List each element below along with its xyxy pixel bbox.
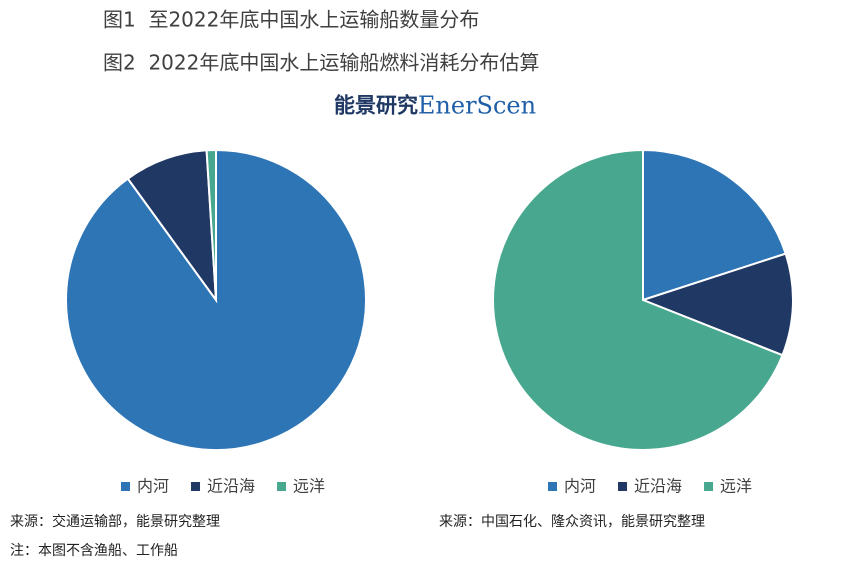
logo-en: EnerScen xyxy=(418,92,536,120)
legend-label: 内河 xyxy=(137,477,169,496)
legend-swatch xyxy=(191,482,201,491)
source: 来源：中国石化、隆众资讯，能景研究整理 xyxy=(439,514,705,530)
chart-title: 图2 2022年底中国水上运输船燃料消耗分布估算 xyxy=(103,51,539,75)
legend-swatch xyxy=(618,482,628,491)
pie-slice xyxy=(205,148,217,301)
note: 注：本图不含渔船、工作船 xyxy=(10,543,178,559)
source: 来源：交通运输部，能景研究整理 xyxy=(10,513,220,530)
pie-slice xyxy=(642,148,787,302)
legend-swatch xyxy=(121,482,130,491)
pie-slice xyxy=(126,149,218,304)
chart-title: 图1 至2022年底中国水上运输船数量分布 xyxy=(103,8,479,32)
legend-label: 近沿海 xyxy=(634,477,682,496)
pie-slice xyxy=(640,252,794,357)
legend-label: 远洋 xyxy=(720,477,752,496)
pie-slice xyxy=(492,148,784,451)
legend-swatch xyxy=(277,482,287,491)
legend-label: 远洋 xyxy=(293,477,325,496)
legend-label: 内河 xyxy=(564,477,596,496)
legend-label: 近沿海 xyxy=(207,477,255,496)
logo-cn: 能景研究 xyxy=(334,93,418,118)
legend-swatch xyxy=(704,482,714,491)
legend-swatch xyxy=(548,482,557,491)
